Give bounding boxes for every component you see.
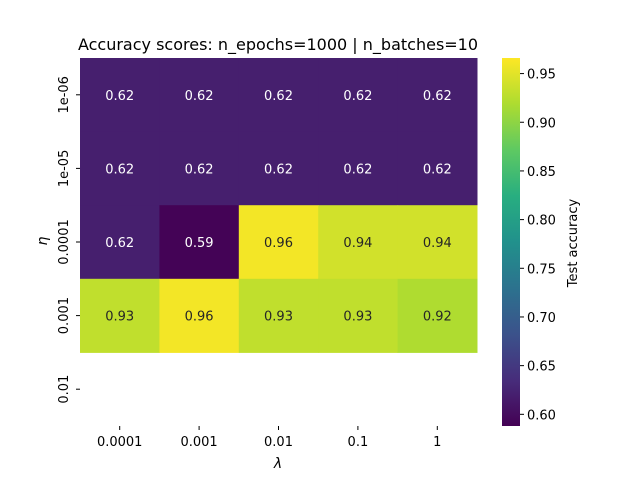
colorbar-tick-label: 0.70	[527, 311, 556, 326]
colorbar-tick-label: 0.75	[527, 262, 556, 277]
colorbar-tick-label: 0.60	[527, 408, 556, 423]
heatmap-cell	[159, 131, 240, 206]
cell-value-label: 0.93	[264, 310, 293, 325]
cell-value-label: 0.96	[185, 310, 214, 325]
x-tick-label: 0.1	[348, 435, 369, 450]
cell-value-label: 0.94	[343, 236, 372, 251]
y-axis-ticks: 1e-06 1e-05 0.0001 0.001 0.01	[57, 76, 80, 404]
heatmap-cell	[318, 131, 399, 206]
heatmap-cell	[238, 205, 319, 280]
x-axis-ticks: 0.0001 0.001 0.01 0.1 1	[97, 426, 441, 450]
colorbar-label: Test accuracy	[566, 199, 581, 289]
cell-value-label: 0.94	[423, 236, 452, 251]
cell-value-label: 0.62	[343, 162, 372, 177]
y-tick-label: 0.01	[57, 375, 72, 404]
cell-value-label: 0.96	[264, 236, 293, 251]
x-tick-label: 0.01	[264, 435, 293, 450]
heatmap-cell	[80, 205, 160, 280]
x-tick-label: 1	[433, 435, 441, 450]
heatmap-cell	[238, 58, 319, 133]
cell-value-label: 0.62	[105, 236, 134, 251]
heatmap-cell	[238, 131, 319, 206]
y-tick-label: 1e-05	[57, 150, 72, 188]
cell-value-label: 0.62	[185, 89, 214, 104]
colorbar-tick-label: 0.90	[527, 116, 556, 131]
heatmap-cell	[80, 58, 160, 133]
y-axis-label: η	[35, 236, 51, 245]
x-tick-label: 0.001	[180, 435, 217, 450]
y-tick-label: 0.0001	[57, 219, 72, 265]
colorbar-tick-label: 0.95	[527, 68, 556, 83]
cell-value-label: 0.62	[185, 162, 214, 177]
heatmap-cells: 0.62 0.62 0.62 0.62 0.62 0.62 0.62 0.62 0.62 0.62…	[80, 58, 478, 353]
cell-value-label: 0.62	[423, 89, 452, 104]
x-tick-label: 0.0001	[97, 435, 143, 450]
cell-value-label: 0.62	[343, 89, 372, 104]
cell-value-label: 0.62	[264, 89, 293, 104]
heatmap-cell	[80, 278, 160, 353]
heatmap-cell	[318, 278, 399, 353]
colorbar-tick-label: 0.65	[527, 360, 556, 375]
cell-value-label: 0.62	[105, 162, 134, 177]
cell-value-label: 0.59	[185, 236, 214, 251]
heatmap-cell	[238, 278, 319, 353]
heatmap-cell	[397, 58, 478, 133]
colorbar-tick-label: 0.80	[527, 214, 556, 229]
y-tick-label: 0.001	[57, 297, 72, 334]
cell-value-label: 0.62	[423, 162, 452, 177]
x-axis-label: λ	[273, 456, 282, 472]
colorbar-tick-label: 0.85	[527, 165, 556, 180]
heatmap-cell	[397, 205, 478, 280]
heatmap-cell	[318, 205, 399, 280]
heatmap-cell	[397, 278, 478, 353]
cell-value-label: 0.62	[105, 89, 134, 104]
heatmap-cell	[159, 205, 240, 280]
cell-value-label: 0.93	[105, 310, 134, 325]
heatmap-cell	[159, 58, 240, 133]
colorbar-ticks: 0.60 0.65 0.70 0.75 0.80 0.85 0.90 0.95	[520, 68, 556, 423]
heatmap-cell	[318, 58, 399, 133]
cell-value-label: 0.62	[264, 162, 293, 177]
chart-title: Accuracy scores: n_epochs=1000 | n_batch…	[78, 35, 478, 55]
heatmap-cell	[159, 278, 240, 353]
heatmap-cell	[80, 131, 160, 206]
cell-value-label: 0.93	[343, 310, 372, 325]
y-tick-label: 1e-06	[57, 76, 72, 114]
cell-value-label: 0.92	[423, 310, 452, 325]
heatmap-cell	[397, 131, 478, 206]
colorbar	[502, 58, 520, 426]
